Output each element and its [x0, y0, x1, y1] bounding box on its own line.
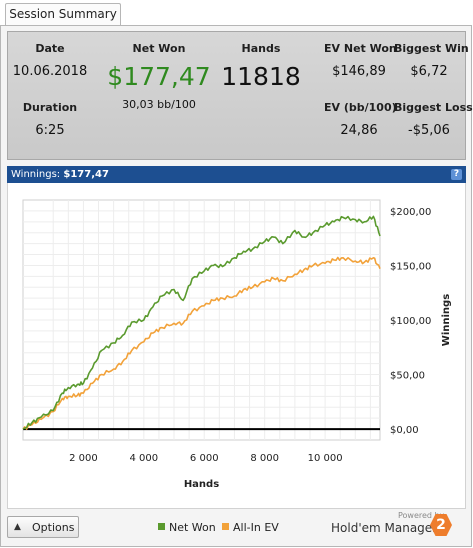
date-label: Date — [35, 42, 65, 55]
y-tick-label: $50,00 — [390, 371, 425, 382]
help-icon[interactable]: ? — [451, 169, 462, 180]
biggest-loss-value: -$5,06 — [408, 123, 450, 138]
ev-bb-label: EV (bb/100) — [324, 101, 397, 114]
winnings-title: Winnings: $177,47 — [11, 169, 109, 180]
legend-all-in-ev-label: All-In EV — [233, 521, 279, 534]
legend-net-won: Net Won — [158, 521, 216, 534]
x-tick-label: 4 000 — [130, 453, 159, 464]
y-tick-label: $100,00 — [390, 316, 431, 327]
net-won-bb: 30,03 bb/100 — [122, 98, 196, 111]
winnings-title-value: $177,47 — [63, 169, 109, 180]
x-tick-label: 10 000 — [308, 453, 343, 464]
ev-bb-value: 24,86 — [340, 123, 378, 138]
x-axis-title: Hands — [184, 479, 219, 490]
all-in-ev-swatch-icon — [222, 523, 229, 530]
brand-name: Hold'em Manager — [331, 521, 438, 535]
net-won-label: Net Won — [132, 42, 186, 55]
series-line-all-in-ev — [22, 256, 381, 430]
biggest-loss-label: Biggest Loss — [394, 101, 473, 114]
date-value: 10.06.2018 — [12, 64, 88, 79]
powered-by-label: Powered by — [398, 511, 445, 520]
hands-value: 11818 — [221, 62, 301, 91]
y-tick-label: $0,00 — [390, 425, 419, 436]
biggest-win-value: $6,72 — [410, 64, 448, 79]
options-button-label: Options — [32, 521, 75, 534]
series-line-net-won — [22, 215, 381, 430]
winnings-header-bar: Winnings: $177,47 ? — [7, 166, 466, 183]
duration-label: Duration — [22, 101, 78, 114]
y-tick-label: $150,00 — [390, 261, 431, 272]
legend-all-in-ev: All-In EV — [222, 521, 279, 534]
legend-net-won-label: Net Won — [169, 521, 216, 534]
tab-session-summary[interactable]: Session Summary — [5, 3, 121, 26]
summary-header: Date 10.06.2018 Duration 6:25 Net Won $1… — [7, 31, 473, 160]
hands-label: Hands — [241, 42, 281, 55]
y-tick-label: $200,00 — [390, 207, 431, 218]
y-axis-title: Winnings — [441, 294, 452, 346]
biggest-win-label: Biggest Win — [394, 42, 469, 55]
x-tick-label: 8 000 — [250, 453, 279, 464]
net-won-swatch-icon — [158, 523, 165, 530]
holdem-manager-logo-icon: 2 — [430, 514, 452, 536]
options-button[interactable]: ▲ Options — [7, 516, 79, 538]
collapse-up-arrow-icon: ▲ — [14, 522, 21, 532]
ev-net-won-value: $146,89 — [332, 64, 386, 79]
x-tick-label: 2 000 — [69, 453, 98, 464]
net-won-value: $177,47 — [107, 62, 211, 91]
ev-net-won-label: EV Net Won — [324, 42, 397, 55]
duration-value: 6:25 — [35, 123, 65, 138]
winnings-chart-svg: $0,00 $50,00 $100,00 $150,00 $200,00 2 000 4 0… — [22, 199, 452, 490]
tab-bar: Session Summary — [0, 0, 473, 26]
x-tick-label: 6 000 — [190, 453, 219, 464]
winnings-chart: $0,00 $50,00 $100,00 $150,00 $200,00 2 000 4 0… — [7, 183, 466, 509]
